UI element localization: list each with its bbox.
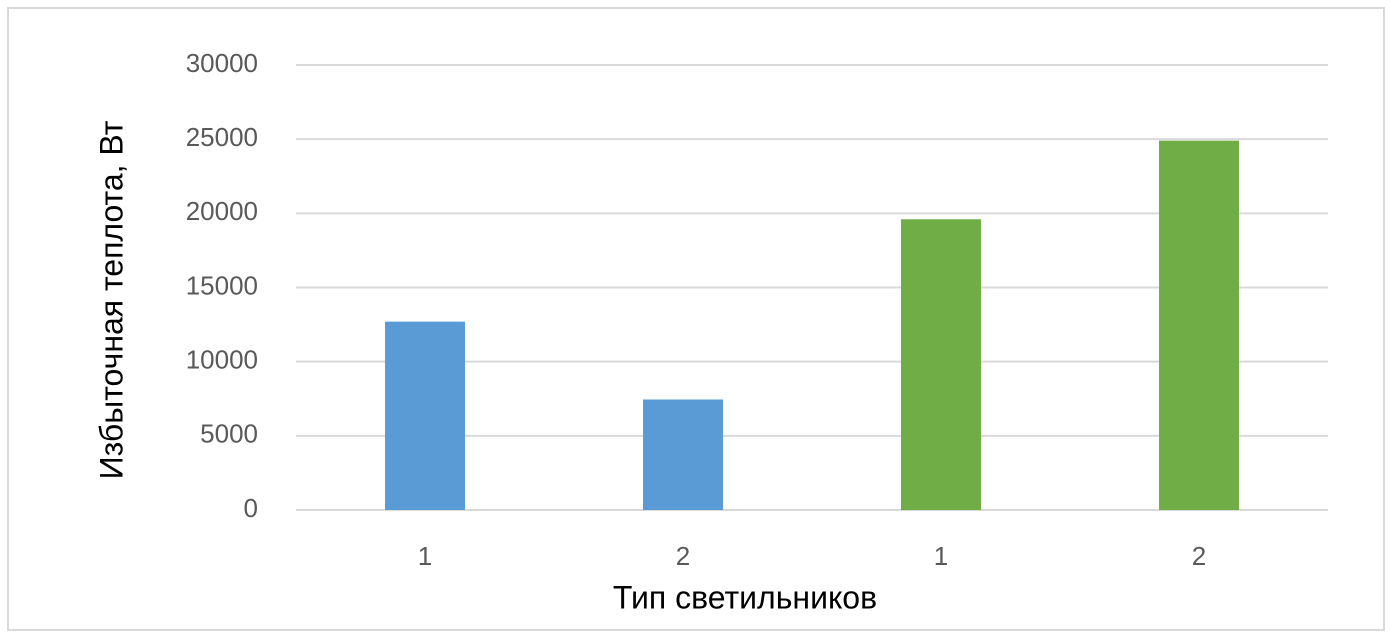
x-tick-label: 1 bbox=[934, 541, 948, 571]
y-tick-label: 5000 bbox=[200, 419, 258, 449]
y-tick-label: 15000 bbox=[186, 270, 258, 300]
x-tick-label: 2 bbox=[676, 541, 690, 571]
bar bbox=[643, 399, 723, 510]
y-tick-label: 25000 bbox=[186, 122, 258, 152]
x-tick-label: 1 bbox=[418, 541, 432, 571]
x-tick-label: 2 bbox=[1192, 541, 1206, 571]
bar bbox=[385, 321, 465, 510]
x-axis-title: Тип светильников bbox=[613, 579, 877, 615]
y-axis-title: Избыточная теплота, Вт bbox=[93, 120, 129, 479]
y-tick-label: 20000 bbox=[186, 196, 258, 226]
chart-frame bbox=[7, 7, 1385, 631]
bar bbox=[901, 219, 981, 510]
y-tick-label: 30000 bbox=[186, 48, 258, 78]
y-tick-label: 0 bbox=[244, 493, 258, 523]
bar bbox=[1159, 140, 1239, 510]
y-tick-label: 10000 bbox=[186, 345, 258, 375]
